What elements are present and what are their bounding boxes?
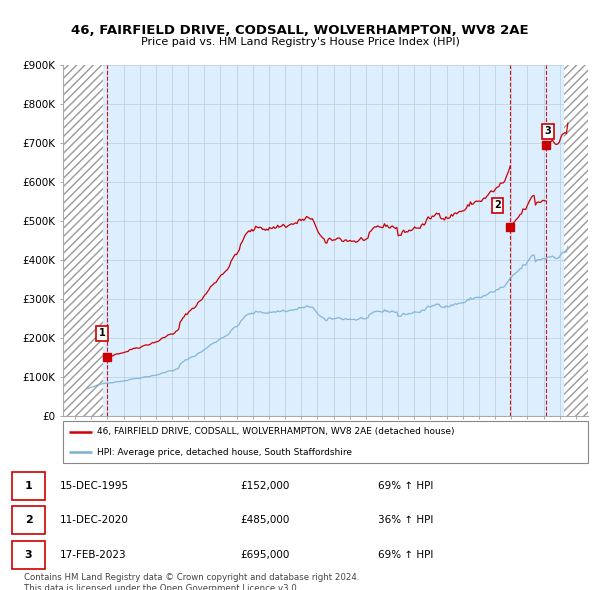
Text: 1: 1 — [98, 328, 106, 338]
Text: 46, FAIRFIELD DRIVE, CODSALL, WOLVERHAMPTON, WV8 2AE (detached house): 46, FAIRFIELD DRIVE, CODSALL, WOLVERHAMP… — [97, 427, 455, 436]
Text: HPI: Average price, detached house, South Staffordshire: HPI: Average price, detached house, Sout… — [97, 448, 352, 457]
Text: 3: 3 — [25, 550, 32, 559]
Bar — [63, 65, 103, 416]
Text: £695,000: £695,000 — [240, 550, 289, 559]
Text: 46, FAIRFIELD DRIVE, CODSALL, WOLVERHAMPTON, WV8 2AE: 46, FAIRFIELD DRIVE, CODSALL, WOLVERHAMP… — [71, 24, 529, 37]
Bar — [564, 65, 588, 416]
Text: 2: 2 — [25, 516, 32, 525]
Text: 36% ↑ HPI: 36% ↑ HPI — [378, 516, 433, 525]
Text: 15-DEC-1995: 15-DEC-1995 — [60, 481, 129, 491]
Text: 2: 2 — [494, 201, 501, 210]
Text: 69% ↑ HPI: 69% ↑ HPI — [378, 481, 433, 491]
Text: 3: 3 — [545, 126, 551, 136]
Text: Contains HM Land Registry data © Crown copyright and database right 2024.
This d: Contains HM Land Registry data © Crown c… — [24, 573, 359, 590]
Text: 17-FEB-2023: 17-FEB-2023 — [60, 550, 127, 559]
Text: £485,000: £485,000 — [240, 516, 289, 525]
Text: 1: 1 — [25, 481, 32, 491]
Text: £152,000: £152,000 — [240, 481, 289, 491]
Text: 69% ↑ HPI: 69% ↑ HPI — [378, 550, 433, 559]
Text: 11-DEC-2020: 11-DEC-2020 — [60, 516, 129, 525]
Text: Price paid vs. HM Land Registry's House Price Index (HPI): Price paid vs. HM Land Registry's House … — [140, 37, 460, 47]
